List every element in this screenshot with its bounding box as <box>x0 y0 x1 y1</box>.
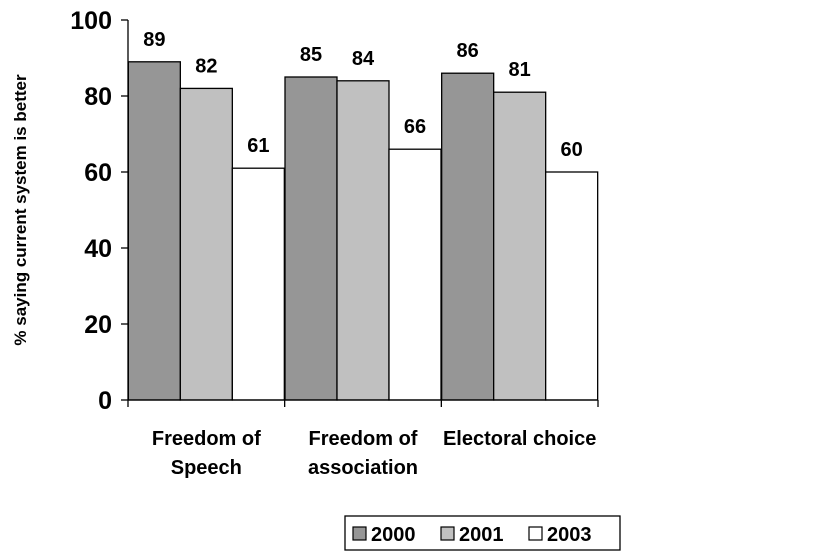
legend-swatch-2003 <box>528 526 543 541</box>
data-label-2001-cat1: 82 <box>195 55 217 77</box>
bar-2000-cat2 <box>284 76 338 401</box>
x-labels-layer: Freedom of Speech Freedom of association Ele… <box>152 428 596 479</box>
y-tick-label-60: 60 <box>84 159 112 187</box>
data-label-2003-cat3: 60 <box>561 139 583 161</box>
bar-2001-cat1 <box>179 87 233 401</box>
category-label-3: Electoral choice <box>443 428 596 450</box>
bars-layer <box>127 61 599 401</box>
data-labels-layer: 89 82 61 85 84 66 86 81 60 <box>143 29 583 161</box>
bar-2003-cat2 <box>388 148 442 401</box>
y-axis-title: % saying current system is better <box>11 74 30 346</box>
y-tick-label-0: 0 <box>98 387 112 415</box>
legend-swatch-2000 <box>352 526 367 541</box>
data-label-2000-cat3: 86 <box>457 40 479 62</box>
legend-swatch-2001 <box>440 526 455 541</box>
category-label-1: Freedom of Speech <box>152 428 261 479</box>
category-label-line: Speech <box>171 457 242 479</box>
legend-label-2000: 2000 <box>371 524 416 546</box>
category-label-line: association <box>308 457 418 479</box>
data-label-2001-cat3: 81 <box>509 59 531 81</box>
data-label-2000-cat2: 85 <box>300 44 322 66</box>
bar-2001-cat3 <box>493 91 547 401</box>
axes-layer <box>127 20 599 407</box>
data-label-2000-cat1: 89 <box>143 29 165 51</box>
bar-2003-cat1 <box>231 167 285 401</box>
y-axis-title-group: % saying current system is better <box>11 74 30 346</box>
bar-2000-cat1 <box>127 61 181 401</box>
bar-2003-cat3 <box>545 171 599 401</box>
y-tick-label-100: 100 <box>70 7 112 35</box>
legend-label-2003: 2003 <box>547 524 592 546</box>
data-label-2003-cat1: 61 <box>247 135 269 157</box>
bar-2000-cat3 <box>441 72 495 401</box>
data-label-2003-cat2: 66 <box>404 116 426 138</box>
category-label-line: Freedom of <box>152 428 261 450</box>
category-label-line: Electoral choice <box>443 428 596 450</box>
legend: 2000 2001 2003 <box>344 515 621 551</box>
category-label-2: Freedom of association <box>308 428 418 479</box>
category-label-line: Freedom of <box>309 428 418 450</box>
y-tick-label-80: 80 <box>84 83 112 111</box>
data-label-2001-cat2: 84 <box>352 48 375 70</box>
bar-2001-cat2 <box>336 80 390 401</box>
legend-label-2001: 2001 <box>459 524 504 546</box>
y-ticks-layer: 0 20 40 60 80 100 <box>70 7 128 415</box>
legend-box <box>344 515 621 551</box>
y-tick-label-40: 40 <box>84 235 112 263</box>
y-tick-label-20: 20 <box>84 311 112 339</box>
